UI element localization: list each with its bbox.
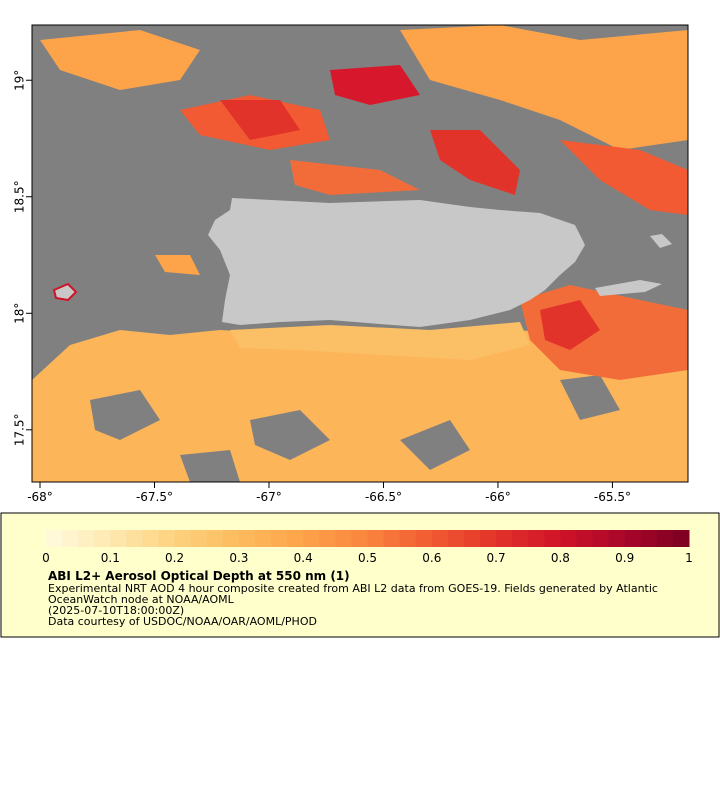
colorbar-step (544, 530, 561, 547)
y-tick-label: 18.5° (13, 180, 27, 213)
y-tick-label: 18° (13, 303, 27, 324)
colorbar-step (656, 530, 674, 547)
x-tick-label: -66° (485, 490, 511, 504)
x-tick-label: -65.5° (594, 490, 631, 504)
colorbar-step (254, 530, 272, 547)
colorbar-step (46, 530, 63, 547)
colorbar-step (94, 530, 111, 547)
colorbar-tick-label: 0.2 (165, 551, 184, 565)
description-line: Experimental NRT AOD 4 hour composite cr… (48, 582, 658, 595)
legend-title: ABI L2+ Aerosol Optical Depth at 550 nm … (48, 569, 350, 583)
x-tick-label: -67.5° (136, 490, 173, 504)
land (52, 198, 672, 327)
colorbar-step (383, 530, 401, 547)
colorbar-step (640, 530, 658, 547)
colorbar-step (480, 530, 497, 547)
colorbar-step (512, 530, 529, 547)
colorbar-step (496, 530, 513, 547)
colorbar-tick-label: 0.8 (551, 551, 570, 565)
colorbar-step (592, 530, 610, 547)
colorbar-step (415, 530, 433, 547)
colorbar-step (62, 530, 79, 547)
colorbar-step (560, 530, 577, 547)
description-line: (2025-07-10T18:00:00Z) (48, 604, 184, 617)
colorbar-step (222, 530, 240, 547)
colorbar-tick-label: 1 (685, 551, 693, 565)
colorbar-step (174, 530, 192, 547)
colorbar-tick-label: 0.4 (294, 551, 313, 565)
colorbar-step (624, 530, 642, 547)
description-line: OceanWatch node at NOAA/AOML (48, 593, 235, 606)
colorbar-step (206, 530, 224, 547)
colorbar-tick-label: 0.9 (615, 551, 634, 565)
colorbar-step (608, 530, 626, 547)
colorbar-step (528, 530, 545, 547)
colorbar-tick-label: 0.5 (358, 551, 377, 565)
colorbar-step (576, 530, 594, 547)
colorbar-tick-label: 0.3 (229, 551, 248, 565)
description-line: Data courtesy of USDOC/NOAA/OAR/AOML/PHO… (48, 615, 317, 628)
colorbar-step (238, 530, 256, 547)
x-tick-label: -66.5° (365, 490, 402, 504)
colorbar-tick-label: 0 (42, 551, 50, 565)
colorbar-step (303, 530, 320, 547)
colorbar-step (335, 530, 352, 547)
y-tick-label: 17.5° (13, 413, 27, 446)
colorbar-step (158, 530, 176, 547)
aerosol-field (32, 25, 688, 482)
colorbar-tick-label: 0.7 (487, 551, 506, 565)
colorbar-step (672, 530, 690, 547)
colorbar-step (142, 530, 160, 547)
map-frame (31, 24, 689, 483)
colorbar-step (271, 530, 288, 547)
colorbar-tick-label: 0.6 (422, 551, 441, 565)
x-tick-label: -68° (27, 490, 53, 504)
colorbar-step (447, 530, 465, 547)
colorbar-step (399, 530, 417, 547)
colorbar-step (431, 530, 449, 547)
colorbar-step (190, 530, 208, 547)
colorbar-step (78, 530, 95, 547)
colorbar-step (287, 530, 304, 547)
colorbar-step (319, 530, 336, 547)
colorbar-step (463, 530, 481, 547)
colorbar: 0 0.1 0.2 0.3 0.4 0.5 0.6 0.7 0.8 0.9 1 (42, 530, 693, 565)
colorbar-step (367, 530, 385, 547)
colorbar-step (351, 530, 368, 547)
y-tick-label: 19° (13, 70, 27, 91)
colorbar-step (110, 530, 127, 547)
x-tick-label: -67° (256, 490, 282, 504)
colorbar-step (126, 530, 143, 547)
axes: -68° -67.5° -67° -66.5° -66° -65.5° 17.5° 18° 18… (13, 70, 631, 504)
colorbar-tick-label: 0.1 (101, 551, 120, 565)
